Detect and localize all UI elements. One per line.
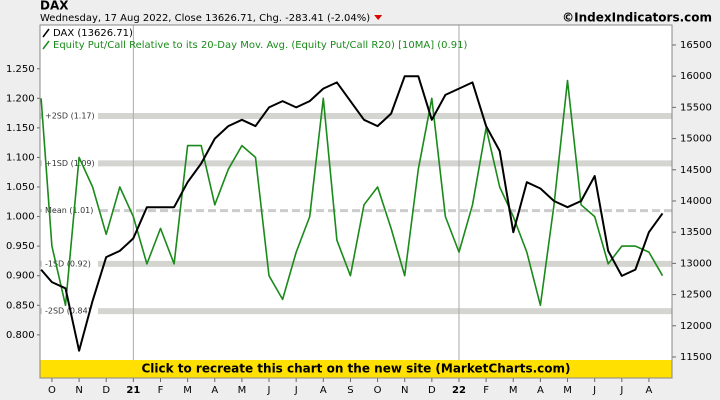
y2-tick-label: 12000 (680, 321, 712, 332)
band-label: Mean (1.01) (45, 206, 93, 215)
y2-tick-label: 14000 (680, 196, 712, 207)
x-tick-label: F (483, 385, 489, 396)
y2-tick-label: 15000 (680, 134, 712, 145)
plot-area (40, 25, 672, 378)
banner-link[interactable]: Click to recreate this chart on the new … (141, 362, 570, 376)
band-label: +1SD (1.09) (45, 159, 95, 168)
series-line (40, 79, 664, 307)
legend-label: Equity Put/Call Relative to its 20-Day M… (53, 40, 467, 51)
y-tick-label: 0.800 (6, 330, 35, 341)
legend-label: DAX (13626.71) (53, 28, 133, 39)
x-tick-label: M (238, 385, 247, 396)
band-label: +2SD (1.17) (45, 112, 95, 121)
y2-tick-label: 12500 (680, 290, 712, 301)
x-tick-label: A (211, 385, 218, 396)
source: ©IndexIndicators.com (562, 11, 712, 25)
x-tick-label: O (374, 385, 382, 396)
band-label: -1SD (0.92) (45, 259, 91, 268)
x-tick-label: J (267, 385, 271, 396)
y-tick-label: 0.850 (6, 300, 35, 311)
x-tick-label: M (183, 385, 192, 396)
chart-title: DAX (40, 0, 69, 13)
band-label-bg (42, 205, 98, 216)
y-tick-label: 1.050 (6, 182, 35, 193)
x-tick-label: A (537, 385, 544, 396)
y2-tick-label: 14500 (680, 165, 712, 176)
x-tick-label: M (563, 385, 572, 396)
x-tick-label: M (509, 385, 518, 396)
chart-subtitle: Wednesday, 17 Aug 2022, Close 13626.71, … (40, 13, 370, 24)
x-tick-label: S (347, 385, 353, 396)
x-tick-label: O (48, 385, 56, 396)
x-tick-label: J (619, 385, 623, 396)
y-tick-label: 1.250 (6, 64, 35, 75)
x-tick-label: J (294, 385, 298, 396)
plot-border (39, 24, 673, 379)
change-indicator (374, 15, 383, 20)
x-tick-label: D (428, 385, 436, 396)
y2-tick-label: 16000 (680, 71, 712, 82)
band-label-bg (42, 111, 98, 122)
y2-tick-label: 16500 (680, 40, 712, 51)
x-tick-label: A (646, 385, 653, 396)
y-tick-label: 0.900 (6, 271, 35, 282)
y-tick-label: 1.100 (6, 152, 35, 163)
x-tick-label: J (592, 385, 596, 396)
legend-swatch (42, 28, 50, 38)
y-tick-label: 1.000 (6, 212, 35, 223)
x-tick-label: D (102, 385, 110, 396)
x-tick-label: N (75, 385, 82, 396)
y-tick-label: 1.150 (6, 123, 35, 134)
y-tick-label: 0.950 (6, 241, 35, 252)
y-tick-label: 1.200 (6, 93, 35, 104)
x-tick-label: 21 (126, 385, 140, 396)
banner-bg[interactable] (40, 360, 672, 378)
x-tick-label: N (401, 385, 408, 396)
y2-tick-label: 11500 (680, 352, 712, 363)
x-tick-label: 22 (452, 385, 466, 396)
y2-tick-label: 13500 (680, 227, 712, 238)
x-tick-label: A (320, 385, 327, 396)
band-label: -2SD (0.84) (45, 307, 91, 316)
legend-swatch (42, 40, 50, 50)
series-line (40, 75, 664, 352)
y2-tick-label: 15500 (680, 102, 712, 113)
band-label-bg (42, 158, 98, 169)
y2-tick-label: 13000 (680, 258, 712, 269)
x-tick-label: F (158, 385, 164, 396)
